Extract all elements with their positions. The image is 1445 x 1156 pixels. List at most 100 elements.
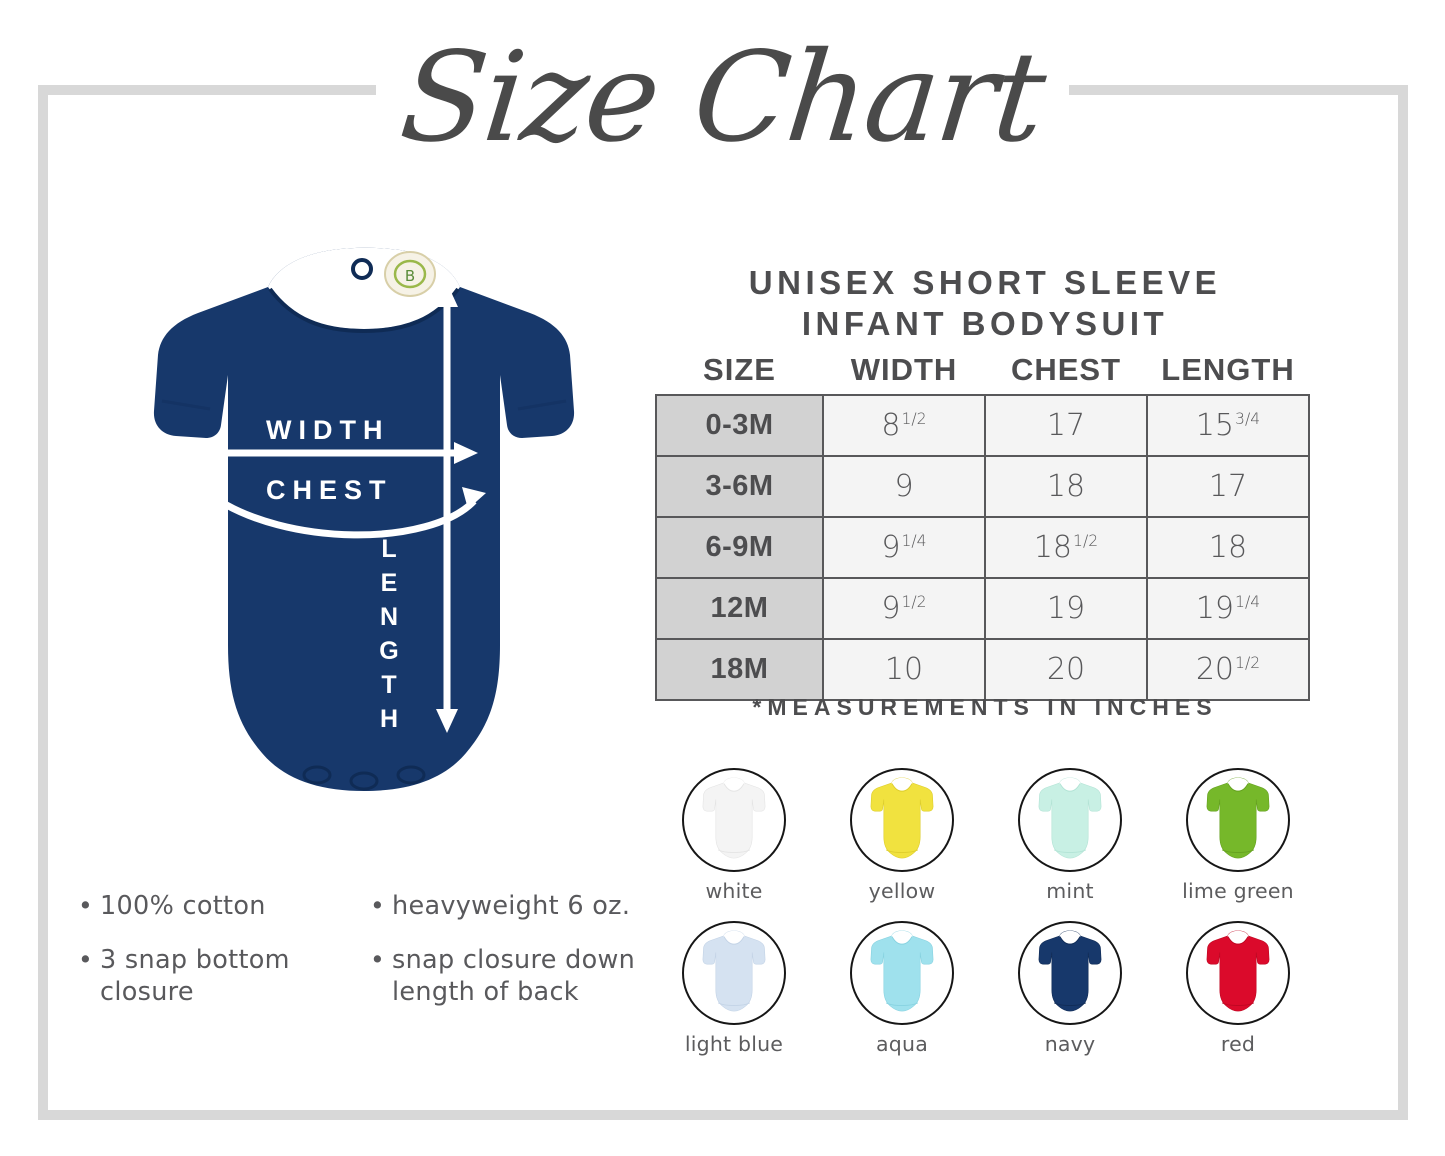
list-item: • 3 snap bottom closure: [78, 944, 346, 1008]
swatch-label: lime green: [1182, 879, 1294, 903]
cell-size: 3-6M: [655, 455, 824, 518]
right-sleeve-hem: [517, 399, 567, 411]
table-row: 3-6M 9 18 17: [655, 455, 1310, 518]
panel-heading-line1: UNISEX SHORT SLEEVE: [748, 264, 1222, 301]
measurement-value: 10: [884, 652, 924, 687]
mini-bottom-hem: [885, 1002, 919, 1006]
measurement-value: 191/4: [1195, 591, 1261, 626]
mini-bodysuit-body: [1038, 930, 1102, 1012]
mini-bodysuit-icon: [870, 777, 934, 859]
mini-neck-opening: [891, 777, 913, 791]
cell-length: 17: [1146, 455, 1310, 518]
mini-neck-opening: [1059, 777, 1081, 791]
cell-chest: 19: [984, 577, 1148, 640]
color-swatch[interactable]: aqua: [818, 921, 986, 1056]
measurement-value: 181/2: [1033, 530, 1099, 565]
mini-bodysuit-body: [702, 777, 766, 859]
cell-length: 153/4: [1146, 394, 1310, 457]
table-header-row: SIZE WIDTH CHEST LENGTH: [656, 352, 1309, 395]
cell-chest: 181/2: [984, 516, 1148, 579]
column-header-size: SIZE: [703, 352, 776, 387]
color-swatch[interactable]: mint: [986, 768, 1154, 903]
color-swatch-grid: white yellow mint lime green light blue aqua n…: [650, 768, 1322, 1056]
mini-neck-opening: [1059, 930, 1081, 944]
width-label: WIDTH: [266, 415, 390, 445]
swatch-circle: [682, 768, 786, 872]
features-list: • 100% cotton • 3 snap bottom closure • …: [78, 890, 638, 1030]
color-swatch[interactable]: navy: [986, 921, 1154, 1056]
measurement-value: 201/2: [1195, 652, 1261, 687]
mini-bottom-hem: [1053, 849, 1087, 853]
color-swatch[interactable]: yellow: [818, 768, 986, 903]
color-swatch[interactable]: red: [1154, 921, 1322, 1056]
measurement-fraction: 1/4: [1235, 593, 1261, 611]
cell-width: 91/2: [822, 577, 986, 640]
bullet-icon: •: [78, 891, 94, 920]
swatch-circle: [1186, 768, 1290, 872]
swatch-label: white: [705, 879, 763, 903]
table-row: 12M 91/2 19 191/4: [655, 577, 1310, 640]
measurement-value: 9: [894, 469, 914, 504]
bottom-snaps: [302, 765, 426, 791]
mini-bodysuit-icon: [870, 930, 934, 1012]
chest-label: CHEST: [266, 475, 393, 505]
feature-text: snap closure down length of back: [392, 945, 636, 1008]
mini-bodysuit-body: [702, 930, 766, 1012]
mini-neck-seam: [723, 783, 745, 792]
mini-neck-seam: [1059, 936, 1081, 945]
measurement-value: 19: [1046, 591, 1086, 626]
cell-chest: 20: [984, 638, 1148, 701]
swatch-label: yellow: [868, 879, 936, 903]
measurement-value: 18: [1208, 530, 1248, 565]
column-header-width: WIDTH: [850, 352, 958, 387]
left-sleeve-hem: [161, 399, 211, 411]
length-label: LENGTH: [375, 535, 403, 739]
mini-bodysuit-body: [1038, 777, 1102, 859]
list-item: • 100% cotton: [78, 890, 346, 922]
bodysuit-graphic: B: [153, 247, 575, 791]
swatch-circle: [1018, 921, 1122, 1025]
measurement-fraction: 1/2: [1235, 654, 1261, 672]
measurement-value: 153/4: [1195, 408, 1261, 443]
list-item: • snap closure down length of back: [370, 944, 638, 1008]
cell-length: 201/2: [1146, 638, 1310, 701]
bullet-icon: •: [370, 891, 386, 920]
feature-text: 100% cotton: [100, 891, 266, 921]
mini-bottom-hem: [717, 849, 751, 853]
swatch-label: red: [1220, 1032, 1256, 1056]
color-swatch[interactable]: light blue: [650, 921, 818, 1056]
mini-neck-opening: [723, 930, 745, 944]
mini-bodysuit-icon: [1206, 777, 1270, 859]
color-swatch[interactable]: lime green: [1154, 768, 1322, 903]
column-header-chest: CHEST: [1010, 352, 1122, 387]
measurement-fraction: 1/2: [901, 593, 927, 611]
mini-bodysuit-icon: [702, 777, 766, 859]
mini-neck-seam: [891, 783, 913, 792]
cell-size: 12M: [655, 577, 824, 640]
mini-neck-opening: [1227, 930, 1249, 944]
swatch-label: navy: [1044, 1032, 1096, 1056]
swatch-circle: [850, 768, 954, 872]
table-row: 0-3M 81/2 17 153/4: [655, 394, 1310, 457]
list-item: • heavyweight 6 oz.: [370, 890, 638, 922]
swatch-circle: [850, 921, 954, 1025]
table-row: 6-9M 91/4 181/2 18: [655, 516, 1310, 579]
page-title: Size Chart: [394, 25, 1051, 170]
color-swatch[interactable]: white: [650, 768, 818, 903]
brand-tag-inner: [393, 259, 427, 289]
swatch-label: mint: [1046, 879, 1094, 903]
features-column-right: • heavyweight 6 oz. • snap closure down …: [370, 890, 638, 1030]
shoulder-snap-icon: [351, 258, 373, 280]
mini-bodysuit-icon: [1038, 930, 1102, 1012]
swatch-circle: [1186, 921, 1290, 1025]
measurement-value: 18: [1046, 469, 1086, 504]
table-body: 0-3M 81/2 17 153/4 3-6M 9 18 17 6-9M 91/4 181/2 18 1…: [655, 394, 1310, 701]
cell-size: 18M: [655, 638, 824, 701]
page-title-container: Size Chart: [0, 0, 1445, 195]
table-row: 18M 10 20 201/2: [655, 638, 1310, 701]
mini-neck-opening: [891, 930, 913, 944]
mini-bottom-hem: [717, 1002, 751, 1006]
mini-bodysuit-body: [870, 930, 934, 1012]
swatch-label: aqua: [876, 1032, 928, 1056]
measurement-fraction: 1/2: [1073, 532, 1099, 550]
